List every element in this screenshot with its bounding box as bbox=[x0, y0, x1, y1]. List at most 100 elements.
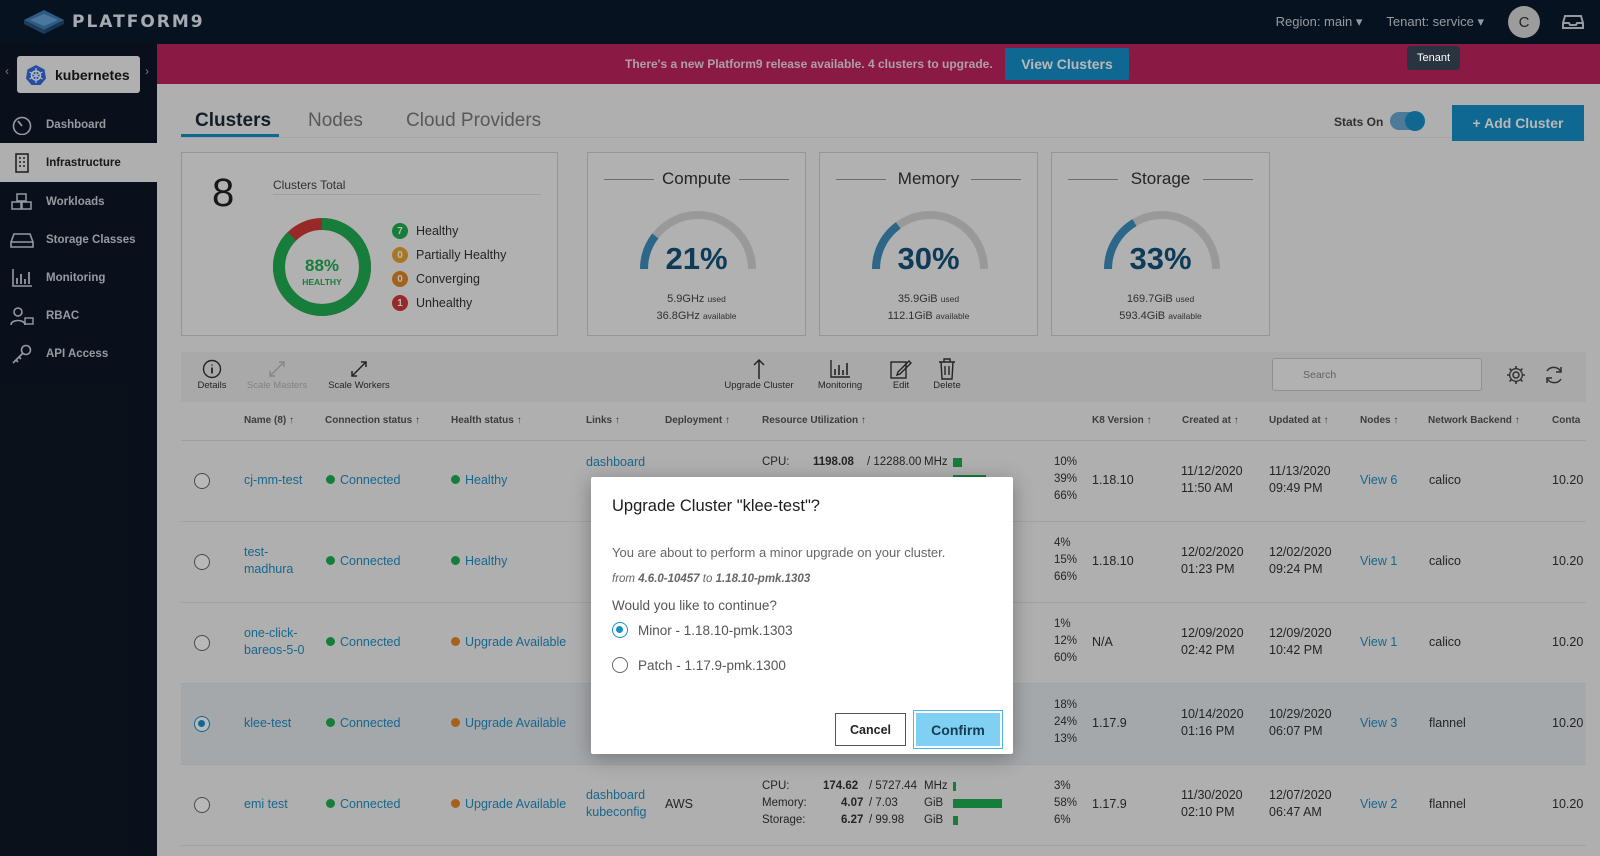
toolbar-label: Upgrade Cluster bbox=[724, 380, 794, 391]
delete-button[interactable]: Delete bbox=[931, 358, 963, 391]
available-value: 112.1GiB bbox=[887, 310, 933, 322]
cancel-button[interactable]: Cancel bbox=[835, 713, 906, 746]
col-header-connection-status[interactable]: Connection status ↑ bbox=[325, 415, 420, 426]
cpu-percent: 1% bbox=[1054, 618, 1071, 630]
view-nodes-link[interactable]: View 6 bbox=[1360, 473, 1398, 487]
storage-percent: 66% bbox=[1054, 490, 1078, 502]
toolbar-label: Scale Workers bbox=[328, 380, 390, 391]
stats-toggle[interactable] bbox=[1390, 111, 1425, 131]
storage-percent: 66% bbox=[1054, 571, 1078, 583]
refresh-icon[interactable] bbox=[1543, 364, 1565, 386]
tab-cloud-providers[interactable]: Cloud Providers bbox=[406, 110, 542, 131]
column-label: Conta bbox=[1552, 415, 1581, 426]
col-header-deployment[interactable]: Deployment ↑ bbox=[665, 415, 730, 426]
sidebar-item-dashboard[interactable]: Dashboard bbox=[0, 105, 157, 144]
memory-gauge-card: Memory 30% 35.9GiB used 112.1GiB availab… bbox=[819, 152, 1038, 336]
scale-workers-button[interactable]: Scale Workers bbox=[326, 358, 392, 391]
table-row[interactable]: emi test Connected Upgrade Available das… bbox=[181, 765, 1586, 846]
network-backend: flannel bbox=[1429, 797, 1466, 811]
trash-icon bbox=[939, 358, 955, 380]
minor-upgrade-option[interactable]: Minor - 1.18.10-pmk.1303 bbox=[612, 622, 793, 638]
connection-status: Connected bbox=[326, 553, 400, 570]
health-status[interactable]: Upgrade Available bbox=[451, 715, 566, 732]
legend-healthy: 7 Healthy bbox=[392, 223, 458, 239]
health-status-text: Upgrade Available bbox=[465, 797, 567, 811]
scale-masters-button[interactable]: Scale Masters bbox=[243, 358, 311, 391]
container-cidr: 10.20 bbox=[1552, 716, 1584, 730]
col-header-updated-at[interactable]: Updated at ↑ bbox=[1269, 415, 1328, 426]
view-nodes-link[interactable]: View 2 bbox=[1360, 797, 1398, 811]
tab-clusters[interactable]: Clusters bbox=[195, 110, 272, 131]
cluster-name-link[interactable]: emi test bbox=[244, 797, 288, 811]
region-dropdown[interactable]: Region: main ▾ bbox=[1276, 14, 1363, 30]
dashboard-link[interactable]: dashboard bbox=[586, 455, 646, 469]
view-nodes-link[interactable]: View 3 bbox=[1360, 716, 1398, 730]
radio-unselected[interactable] bbox=[612, 657, 628, 673]
sidebar-item-monitoring[interactable]: Monitoring bbox=[0, 258, 157, 297]
tenant-dropdown[interactable]: Tenant: service ▾ bbox=[1386, 14, 1484, 30]
radio-selected[interactable] bbox=[612, 622, 628, 638]
health-status[interactable]: Healthy bbox=[451, 472, 507, 489]
cluster-name-link[interactable]: test-madhura bbox=[244, 544, 293, 578]
dashboard-link[interactable]: dashboard bbox=[586, 788, 646, 802]
chevron-left-icon[interactable]: ‹ bbox=[5, 64, 9, 78]
cluster-name-link[interactable]: klee-test bbox=[244, 716, 292, 730]
k8-version: N/A bbox=[1092, 635, 1113, 649]
chevron-right-icon[interactable]: › bbox=[145, 64, 149, 78]
row-select-radio[interactable] bbox=[194, 473, 210, 489]
connection-status-text: Connected bbox=[340, 473, 401, 487]
view-clusters-button[interactable]: View Clusters bbox=[1005, 48, 1129, 80]
inbox-icon[interactable] bbox=[1562, 14, 1584, 30]
edit-button[interactable]: Edit bbox=[886, 358, 916, 391]
row-select-radio[interactable] bbox=[194, 635, 210, 651]
tab-nodes[interactable]: Nodes bbox=[308, 110, 363, 131]
sidebar-item-workloads[interactable]: Workloads bbox=[0, 182, 157, 221]
add-cluster-button[interactable]: + Add Cluster bbox=[1452, 105, 1584, 141]
kubeconfig-link[interactable]: kubeconfig bbox=[586, 805, 647, 819]
cpu-total: / 12288.00 bbox=[867, 456, 922, 468]
view-nodes-link[interactable]: View 1 bbox=[1360, 635, 1398, 649]
col-header-resource-utilization[interactable]: Resource Utilization ↑ bbox=[762, 415, 866, 426]
app-selector[interactable]: kubernetes bbox=[17, 56, 140, 93]
upgrade-cluster-button[interactable]: Upgrade Cluster bbox=[722, 358, 796, 391]
platform9-logo[interactable]: PLATFORM9 bbox=[22, 8, 205, 36]
cluster-name-line1: one-click- bbox=[244, 626, 298, 640]
sidebar-item-infrastructure[interactable]: Infrastructure bbox=[0, 143, 157, 182]
sort-arrow-icon: ↑ bbox=[1514, 415, 1520, 426]
view-nodes-link[interactable]: View 1 bbox=[1360, 554, 1398, 568]
col-header-containers[interactable]: Conta bbox=[1552, 415, 1580, 426]
sidebar-item-rbac[interactable]: RBAC bbox=[0, 296, 157, 335]
patch-upgrade-option[interactable]: Patch - 1.17.9-pmk.1300 bbox=[612, 657, 786, 673]
kubernetes-icon bbox=[26, 64, 46, 85]
monitoring-button[interactable]: Monitoring bbox=[815, 358, 865, 391]
row-select-radio[interactable] bbox=[194, 716, 210, 732]
sidebar-item-storage-classes[interactable]: Storage Classes bbox=[0, 220, 157, 259]
info-icon bbox=[202, 359, 222, 379]
row-select-radio[interactable] bbox=[194, 797, 210, 813]
gear-icon[interactable] bbox=[1506, 365, 1526, 385]
user-avatar[interactable]: C bbox=[1508, 6, 1540, 38]
health-status[interactable]: Healthy bbox=[451, 553, 507, 570]
col-header-health-status[interactable]: Health status ↑ bbox=[451, 415, 522, 426]
search-input[interactable]: Search bbox=[1272, 358, 1482, 391]
confirm-button[interactable]: Confirm bbox=[913, 710, 1003, 749]
sidebar-item-api-access[interactable]: API Access bbox=[0, 334, 157, 373]
partially-healthy-count-badge: 0 bbox=[392, 247, 408, 263]
used-value: 169.7GiB bbox=[1126, 293, 1173, 305]
col-header-network-backend[interactable]: Network Backend ↑ bbox=[1428, 415, 1520, 426]
cluster-name-link[interactable]: one-click-bareos-5-0 bbox=[244, 625, 304, 659]
row-select-radio[interactable] bbox=[194, 554, 210, 570]
col-header-k8-version[interactable]: K8 Version ↑ bbox=[1092, 415, 1151, 426]
col-header-nodes[interactable]: Nodes ↑ bbox=[1360, 415, 1398, 426]
gauge-title: Storage bbox=[1130, 169, 1191, 188]
created-date: 11/12/2020 bbox=[1181, 464, 1243, 478]
details-button[interactable]: Details bbox=[197, 358, 227, 391]
col-header-created-at[interactable]: Created at ↑ bbox=[1182, 415, 1239, 426]
cluster-name-link[interactable]: cj-mm-test bbox=[244, 473, 303, 487]
dialog-message: You are about to perform a minor upgrade… bbox=[612, 545, 946, 560]
col-header-links[interactable]: Links ↑ bbox=[586, 415, 620, 426]
table-row[interactable]: cj-mm-test Connected Healthy dashboard C… bbox=[181, 441, 1586, 522]
health-status[interactable]: Upgrade Available bbox=[451, 796, 566, 813]
col-header-name[interactable]: Name (8) ↑ bbox=[244, 415, 294, 426]
health-status[interactable]: Upgrade Available bbox=[451, 634, 566, 651]
